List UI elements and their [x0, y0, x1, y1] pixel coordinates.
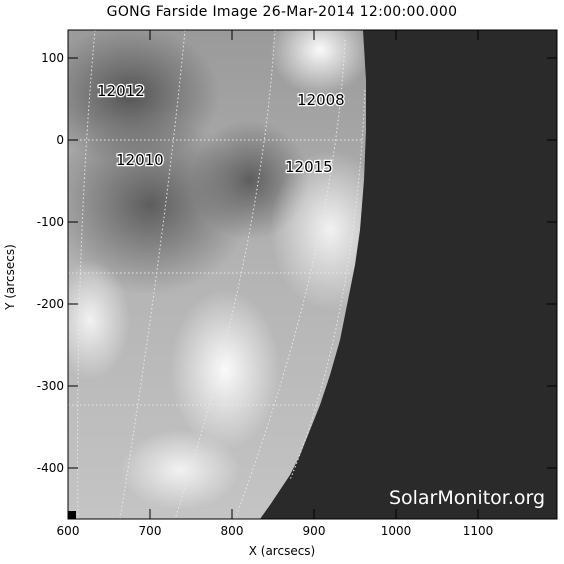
x-axis-label: X (arcsecs)	[248, 544, 316, 558]
ytick-label: -300	[37, 379, 64, 393]
region-label-12010: 12010	[116, 151, 164, 169]
xtick-label: 1000	[381, 524, 412, 538]
region-label-12008: 12008	[297, 91, 345, 109]
xtick-label: 1100	[463, 524, 494, 538]
y-axis-label: Y (arcsecs)	[3, 244, 17, 310]
xtick-label: 900	[303, 524, 326, 538]
corner-marker	[68, 511, 76, 519]
ytick-label: -400	[37, 461, 64, 475]
xtick-label: 800	[221, 524, 244, 538]
plot-frame	[67, 29, 558, 520]
xtick-label: 700	[139, 524, 162, 538]
region-label-12012: 12012	[97, 82, 145, 100]
ytick-label: 100	[41, 51, 64, 65]
magnetogram-image	[68, 30, 557, 519]
watermark: SolarMonitor.org	[389, 487, 545, 509]
region-label-12015: 12015	[285, 158, 333, 176]
space-region	[260, 30, 557, 519]
ytick-label: -100	[37, 215, 64, 229]
xtick-label: 600	[57, 524, 80, 538]
ytick-label: 0	[56, 133, 64, 147]
ytick-label: -200	[37, 297, 64, 311]
image-title: GONG Farside Image 26-Mar-2014 12:00:00.…	[106, 4, 458, 20]
